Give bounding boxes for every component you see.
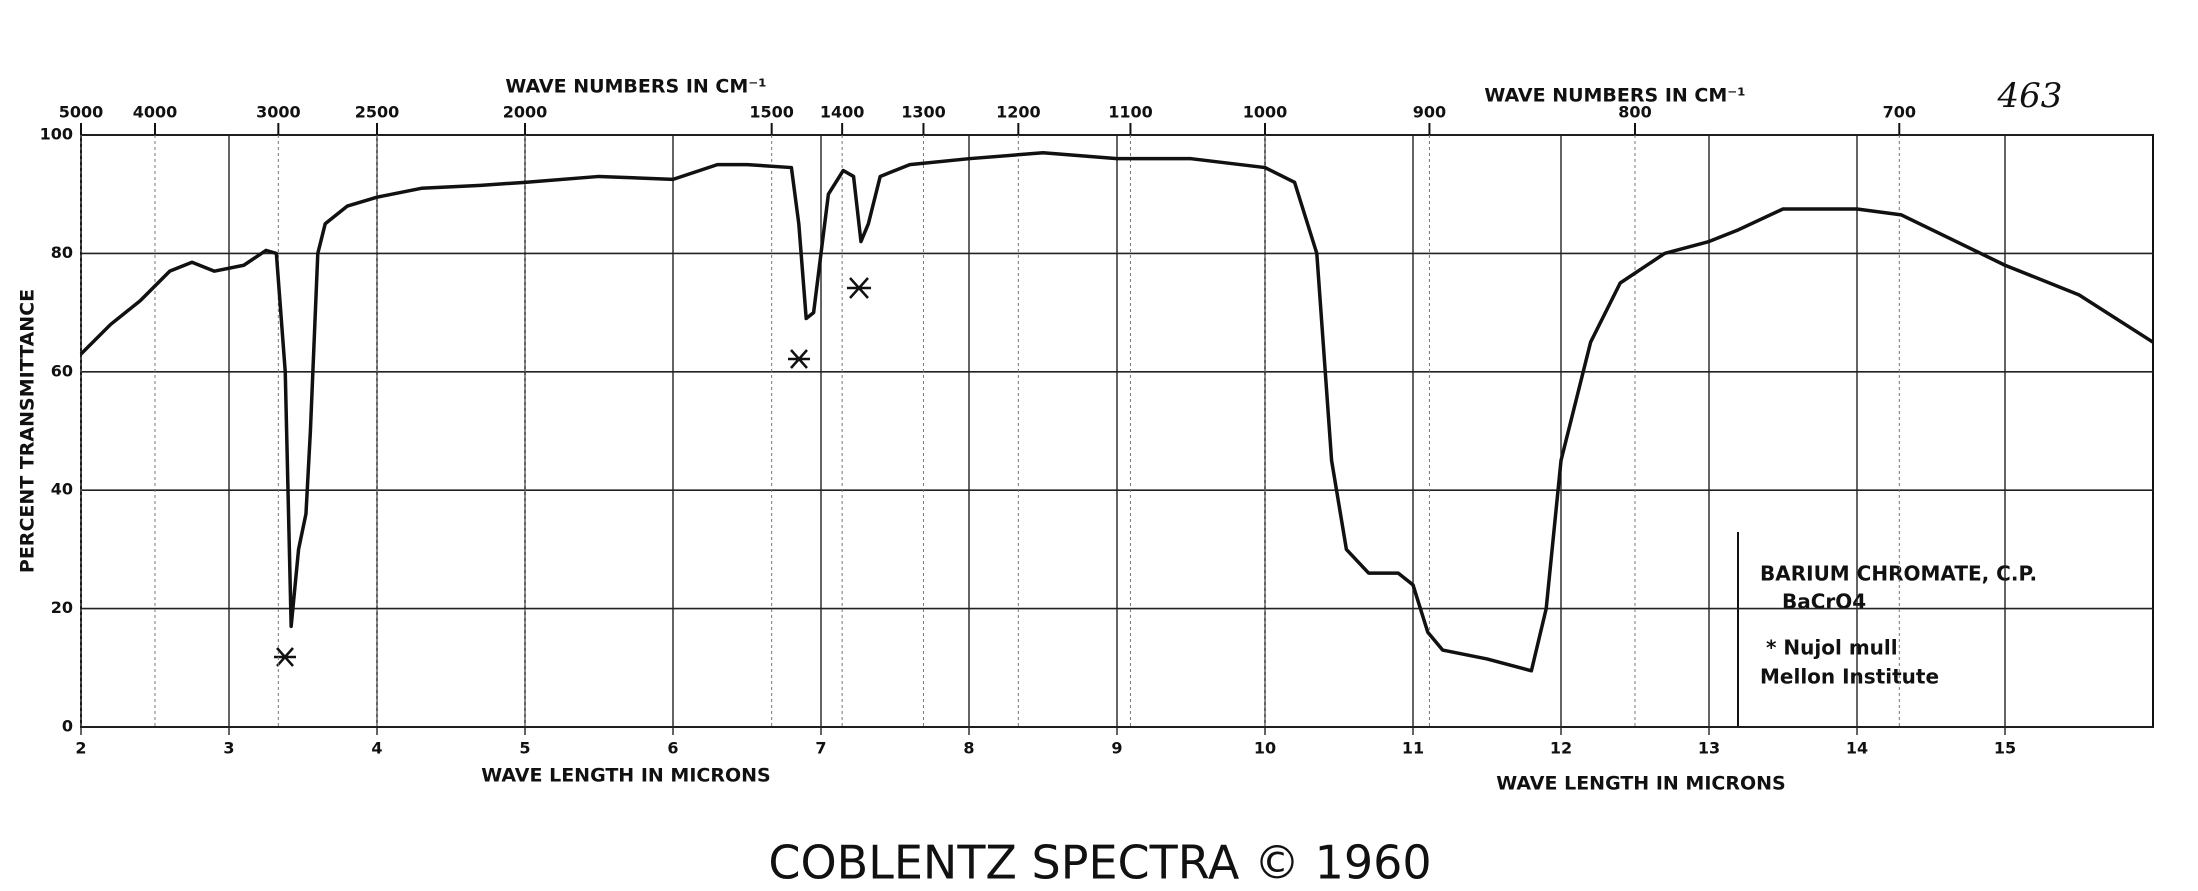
x2-tick-label: 2000	[503, 103, 548, 122]
x-tick-label: 2	[75, 739, 86, 758]
annotation-text: BaCrO4	[1782, 590, 1866, 614]
annotation-text: Mellon Institute	[1760, 665, 1939, 689]
x-tick-label: 9	[1111, 739, 1122, 758]
asterisk-markers	[274, 277, 871, 667]
y-tick-label: 40	[51, 480, 73, 499]
x2-tick-label: 1400	[820, 103, 865, 122]
x-tick-label: 11	[1402, 739, 1424, 758]
y-tick-label: 20	[51, 598, 73, 617]
x-tick-label: 12	[1550, 739, 1572, 758]
x-axis-label: WAVE LENGTH IN MICRONS	[481, 765, 770, 787]
asterisk	[847, 277, 871, 299]
asterisk	[274, 647, 296, 667]
asterisk	[788, 349, 810, 369]
x-tick-label: 10	[1254, 739, 1276, 758]
x-tick-label: 14	[1846, 739, 1868, 758]
x2-tick-label: 700	[1883, 103, 1916, 122]
x-axis-label: WAVE LENGTH IN MICRONS	[1496, 773, 1785, 795]
x2-axis-label: WAVE NUMBERS IN CM⁻¹	[1484, 85, 1745, 107]
x2-tick-label: 4000	[133, 103, 178, 122]
x2-tick-label: 1000	[1243, 103, 1288, 122]
x-tick-label: 6	[667, 739, 678, 758]
sheet-number: 463	[1997, 76, 2063, 116]
x2-tick-label: 900	[1413, 103, 1446, 122]
x2-tick-label: 3000	[256, 103, 301, 122]
x-tick-label: 13	[1698, 739, 1720, 758]
y-tick-label: 80	[51, 243, 73, 262]
x-tick-label: 15	[1994, 739, 2016, 758]
x2-tick-label: 1200	[996, 103, 1041, 122]
annotation-text: * Nujol mull	[1766, 636, 1898, 660]
footer: COBLENTZ SPECTRA © 1960	[768, 836, 1431, 890]
annotation-text: BARIUM CHROMATE, C.P.	[1760, 562, 2037, 586]
x2-tick-label: 5000	[59, 103, 104, 122]
x2-axis-label: WAVE NUMBERS IN CM⁻¹	[505, 76, 766, 98]
y-tick-label: 60	[51, 361, 73, 380]
y-tick-label: 100	[40, 125, 73, 144]
x2-tick-label: 2500	[355, 103, 400, 122]
spectrum-line	[79, 151, 2154, 673]
x-tick-label: 7	[815, 739, 826, 758]
x-tick-label: 3	[223, 739, 234, 758]
x-tick-label: 8	[963, 739, 974, 758]
x2-tick-label: 1100	[1108, 103, 1153, 122]
x2-tick-label: 800	[1618, 103, 1651, 122]
x2-tick-label: 1300	[901, 103, 946, 122]
y-axis-label: PERCENT TRANSMITTANCE	[17, 289, 39, 573]
x-tick-label: 4	[371, 739, 382, 758]
x2-tick-label: 1500	[749, 103, 794, 122]
y-tick-label: 0	[62, 717, 73, 736]
x-tick-label: 5	[519, 739, 530, 758]
